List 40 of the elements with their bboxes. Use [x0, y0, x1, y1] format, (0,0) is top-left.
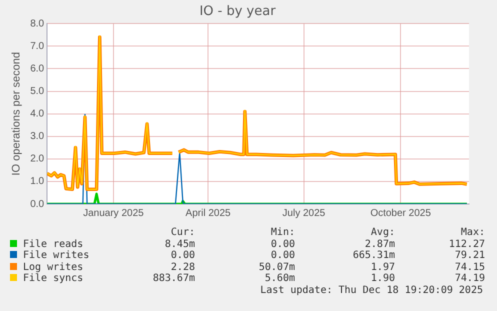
y-tick-label: 4.0	[30, 108, 45, 120]
y-tick-label: 2.0	[30, 154, 45, 165]
text: 74.19	[454, 273, 485, 284]
legend-label: Log writes	[22, 262, 84, 272]
text: 2.87m	[364, 238, 395, 250]
text: Avg:	[370, 227, 395, 238]
y-axis-title: IO operations per second	[10, 52, 23, 176]
x-tick-label: October 2025	[370, 208, 432, 219]
x-tick-label: July 2025	[282, 208, 326, 219]
text: 74.15	[454, 262, 485, 273]
text: 1.90	[370, 273, 395, 284]
text: Last update: Thu Dec 18 19:20:09 2025	[260, 285, 483, 296]
text: 8.45m	[164, 238, 195, 250]
text: 79.21	[454, 250, 485, 262]
y-tick-label: 7.0	[30, 40, 45, 52]
text: 1.97	[370, 262, 395, 273]
y-tick-label: 6.0	[30, 63, 45, 74]
text: 0.00	[270, 250, 295, 262]
legend-label: File syncs	[22, 273, 84, 284]
y-tick-label: 0.0	[30, 198, 45, 210]
y-tick-label: 5.0	[30, 86, 45, 97]
text: 5.60m	[264, 273, 295, 284]
y-tick-label: 1.0	[30, 176, 45, 188]
text: 50.07m	[258, 262, 295, 273]
y-tick-label: 8.0	[30, 18, 45, 30]
text: 0.00	[270, 238, 295, 250]
text: 112.27	[448, 238, 485, 250]
y-tick-label: 3.0	[30, 131, 45, 142]
text: Max:	[460, 227, 485, 238]
text: Cur:	[170, 227, 195, 238]
text: Min:	[270, 227, 295, 238]
text: 665.31m	[352, 250, 395, 262]
text: 883.67m	[152, 273, 195, 284]
chart-title: IO - by year	[199, 4, 276, 20]
text: 0.00	[170, 250, 195, 262]
x-tick-label: April 2025	[186, 208, 232, 219]
legend-label: File reads	[22, 238, 84, 250]
legend-label: File writes	[22, 250, 90, 262]
x-tick-label: January 2025	[83, 208, 144, 219]
text: 2.28	[170, 262, 195, 273]
